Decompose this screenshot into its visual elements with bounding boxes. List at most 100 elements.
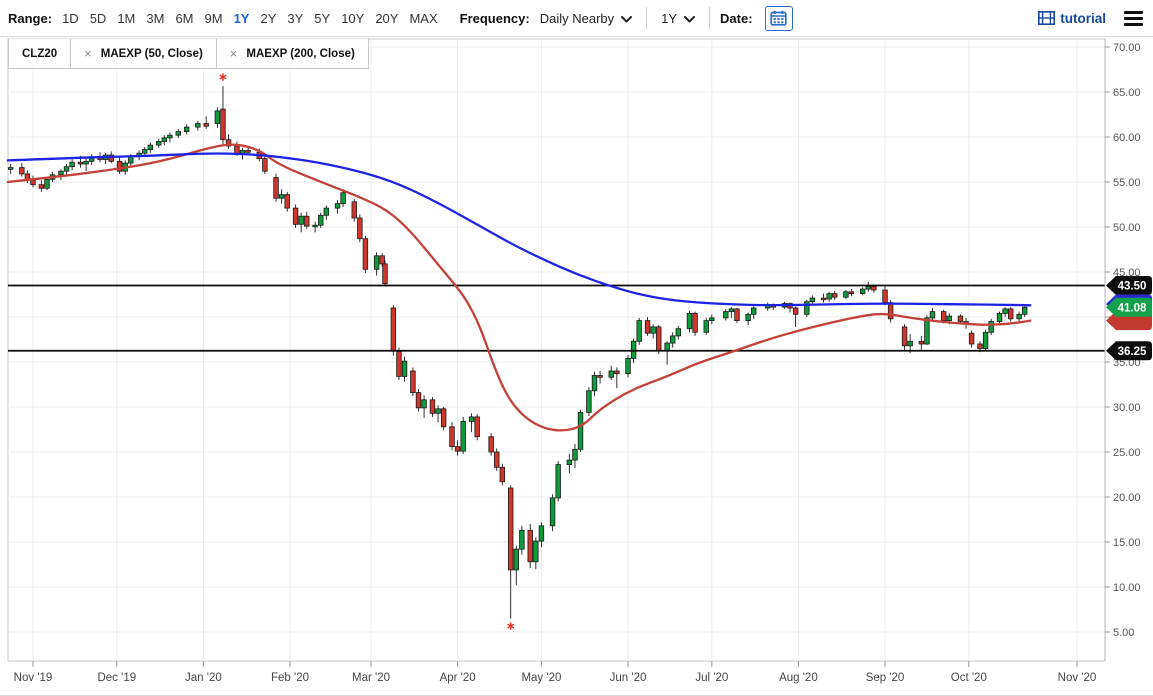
ma200-line[interactable] — [6, 152, 1032, 307]
candle-body — [44, 178, 50, 189]
candle-body — [161, 137, 167, 142]
range-option-max[interactable]: MAX — [409, 10, 438, 26]
tutorial-link[interactable]: tutorial — [1038, 11, 1106, 26]
candle-body — [401, 360, 408, 377]
candle-body — [83, 160, 89, 165]
candle-body — [692, 312, 698, 333]
candle-body — [1021, 306, 1028, 315]
candle-body — [312, 224, 318, 228]
candle-body — [410, 370, 416, 394]
legend-chip-maexp[interactable]: × MAEXP (50, Close) — [70, 39, 217, 69]
candle-body — [734, 308, 740, 321]
candle-body — [474, 416, 480, 438]
candle-body — [183, 126, 190, 132]
range-option-1y[interactable]: 1Y — [233, 10, 250, 26]
candle-body — [292, 207, 299, 225]
candle-body — [262, 158, 268, 172]
tutorial-video-icon — [1038, 11, 1056, 25]
candle-body — [357, 217, 363, 240]
y-axis-tick-label: 20.00 — [1113, 492, 1141, 504]
candle-body — [175, 131, 181, 136]
candle-body — [745, 313, 751, 321]
candle-body — [865, 285, 871, 290]
candle-body — [142, 149, 148, 154]
candle-body — [245, 150, 251, 153]
candle-body — [429, 399, 436, 414]
x-axis-month-label: Feb '20 — [271, 672, 309, 684]
candle-body — [709, 317, 715, 321]
y-axis-tick-label: 5.00 — [1113, 627, 1134, 639]
candle-body — [214, 110, 221, 124]
legend-chip-maexp[interactable]: × MAEXP (200, Close) — [215, 39, 369, 69]
range-selector: 1D 5D 1M 3M 6M 9M 1Y 2Y 3Y 5Y 10Y 20Y MAX — [62, 11, 438, 26]
range-option-2y[interactable]: 2Y — [260, 10, 277, 26]
remove-study-icon[interactable]: × — [229, 46, 238, 61]
candle-body — [30, 179, 36, 186]
range-option-10y[interactable]: 10Y — [341, 10, 365, 26]
candle-body — [323, 207, 330, 216]
frequency-dropdown[interactable]: Daily Nearby — [540, 11, 633, 26]
candle-body — [468, 416, 475, 422]
candle-body — [832, 293, 838, 298]
candle-body — [907, 340, 913, 347]
x-axis-month-label: Jul '20 — [695, 672, 728, 684]
candle-body — [804, 301, 810, 315]
candle-body — [728, 308, 735, 312]
range-option-5y[interactable]: 5Y — [314, 10, 331, 26]
candle-body — [630, 340, 637, 359]
candle-body — [809, 297, 816, 303]
x-axis-month-label: Nov '20 — [1058, 672, 1097, 684]
contract-low-marker: ∗ — [506, 621, 515, 633]
candle-body — [957, 315, 964, 322]
menu-icon[interactable] — [1122, 9, 1145, 28]
candle-body — [591, 375, 598, 392]
range-option-1m[interactable]: 1M — [117, 10, 136, 26]
candle-body — [69, 161, 75, 168]
range-option-5d[interactable]: 5D — [89, 10, 107, 26]
candle-body — [340, 192, 346, 205]
x-axis-month-label: Jun '20 — [610, 672, 647, 684]
x-axis-month-label: Apr '20 — [440, 672, 476, 684]
candle-body — [918, 340, 925, 345]
range-option-20y[interactable]: 20Y — [375, 10, 399, 26]
date-picker-button[interactable] — [764, 5, 793, 31]
range-option-6m[interactable]: 6M — [175, 10, 194, 26]
candle-body — [859, 288, 866, 295]
range-option-9m[interactable]: 9M — [204, 10, 223, 26]
candle-body — [586, 390, 592, 413]
candle-body — [156, 141, 162, 146]
candle-body — [940, 311, 947, 322]
candle-body — [572, 448, 578, 461]
candle-body — [147, 144, 154, 151]
range-option-3m[interactable]: 3M — [146, 10, 165, 26]
remove-study-icon[interactable]: × — [84, 46, 92, 61]
candle-body — [220, 108, 226, 141]
legend-chip-clz20[interactable]: CLZ20 — [8, 39, 72, 69]
ma50-line[interactable] — [6, 143, 1032, 432]
candle-body — [278, 194, 285, 199]
candle-body — [1008, 308, 1014, 320]
candle-body — [421, 399, 427, 409]
price-tag-41-08 — [1106, 297, 1152, 317]
candle-body — [499, 466, 506, 483]
x-axis-month-label: Jan '20 — [185, 672, 222, 684]
y-axis-tick-label: 25.00 — [1113, 447, 1141, 459]
candle-body — [901, 326, 908, 347]
candle-body — [440, 408, 447, 428]
candles-layer — [7, 86, 1028, 619]
candle-body — [686, 312, 693, 330]
candle-body — [167, 134, 173, 139]
candle-body — [362, 238, 369, 270]
candle-body — [460, 420, 466, 452]
candle-body — [650, 326, 656, 334]
candle-body — [116, 160, 123, 172]
candle-body — [298, 215, 304, 225]
range-option-3y[interactable]: 3Y — [287, 10, 304, 26]
candle-body — [968, 332, 975, 345]
candle-body — [1016, 313, 1022, 320]
candle-body — [396, 350, 402, 377]
period-dropdown[interactable]: 1Y — [661, 11, 696, 26]
range-option-1d[interactable]: 1D — [62, 10, 79, 26]
